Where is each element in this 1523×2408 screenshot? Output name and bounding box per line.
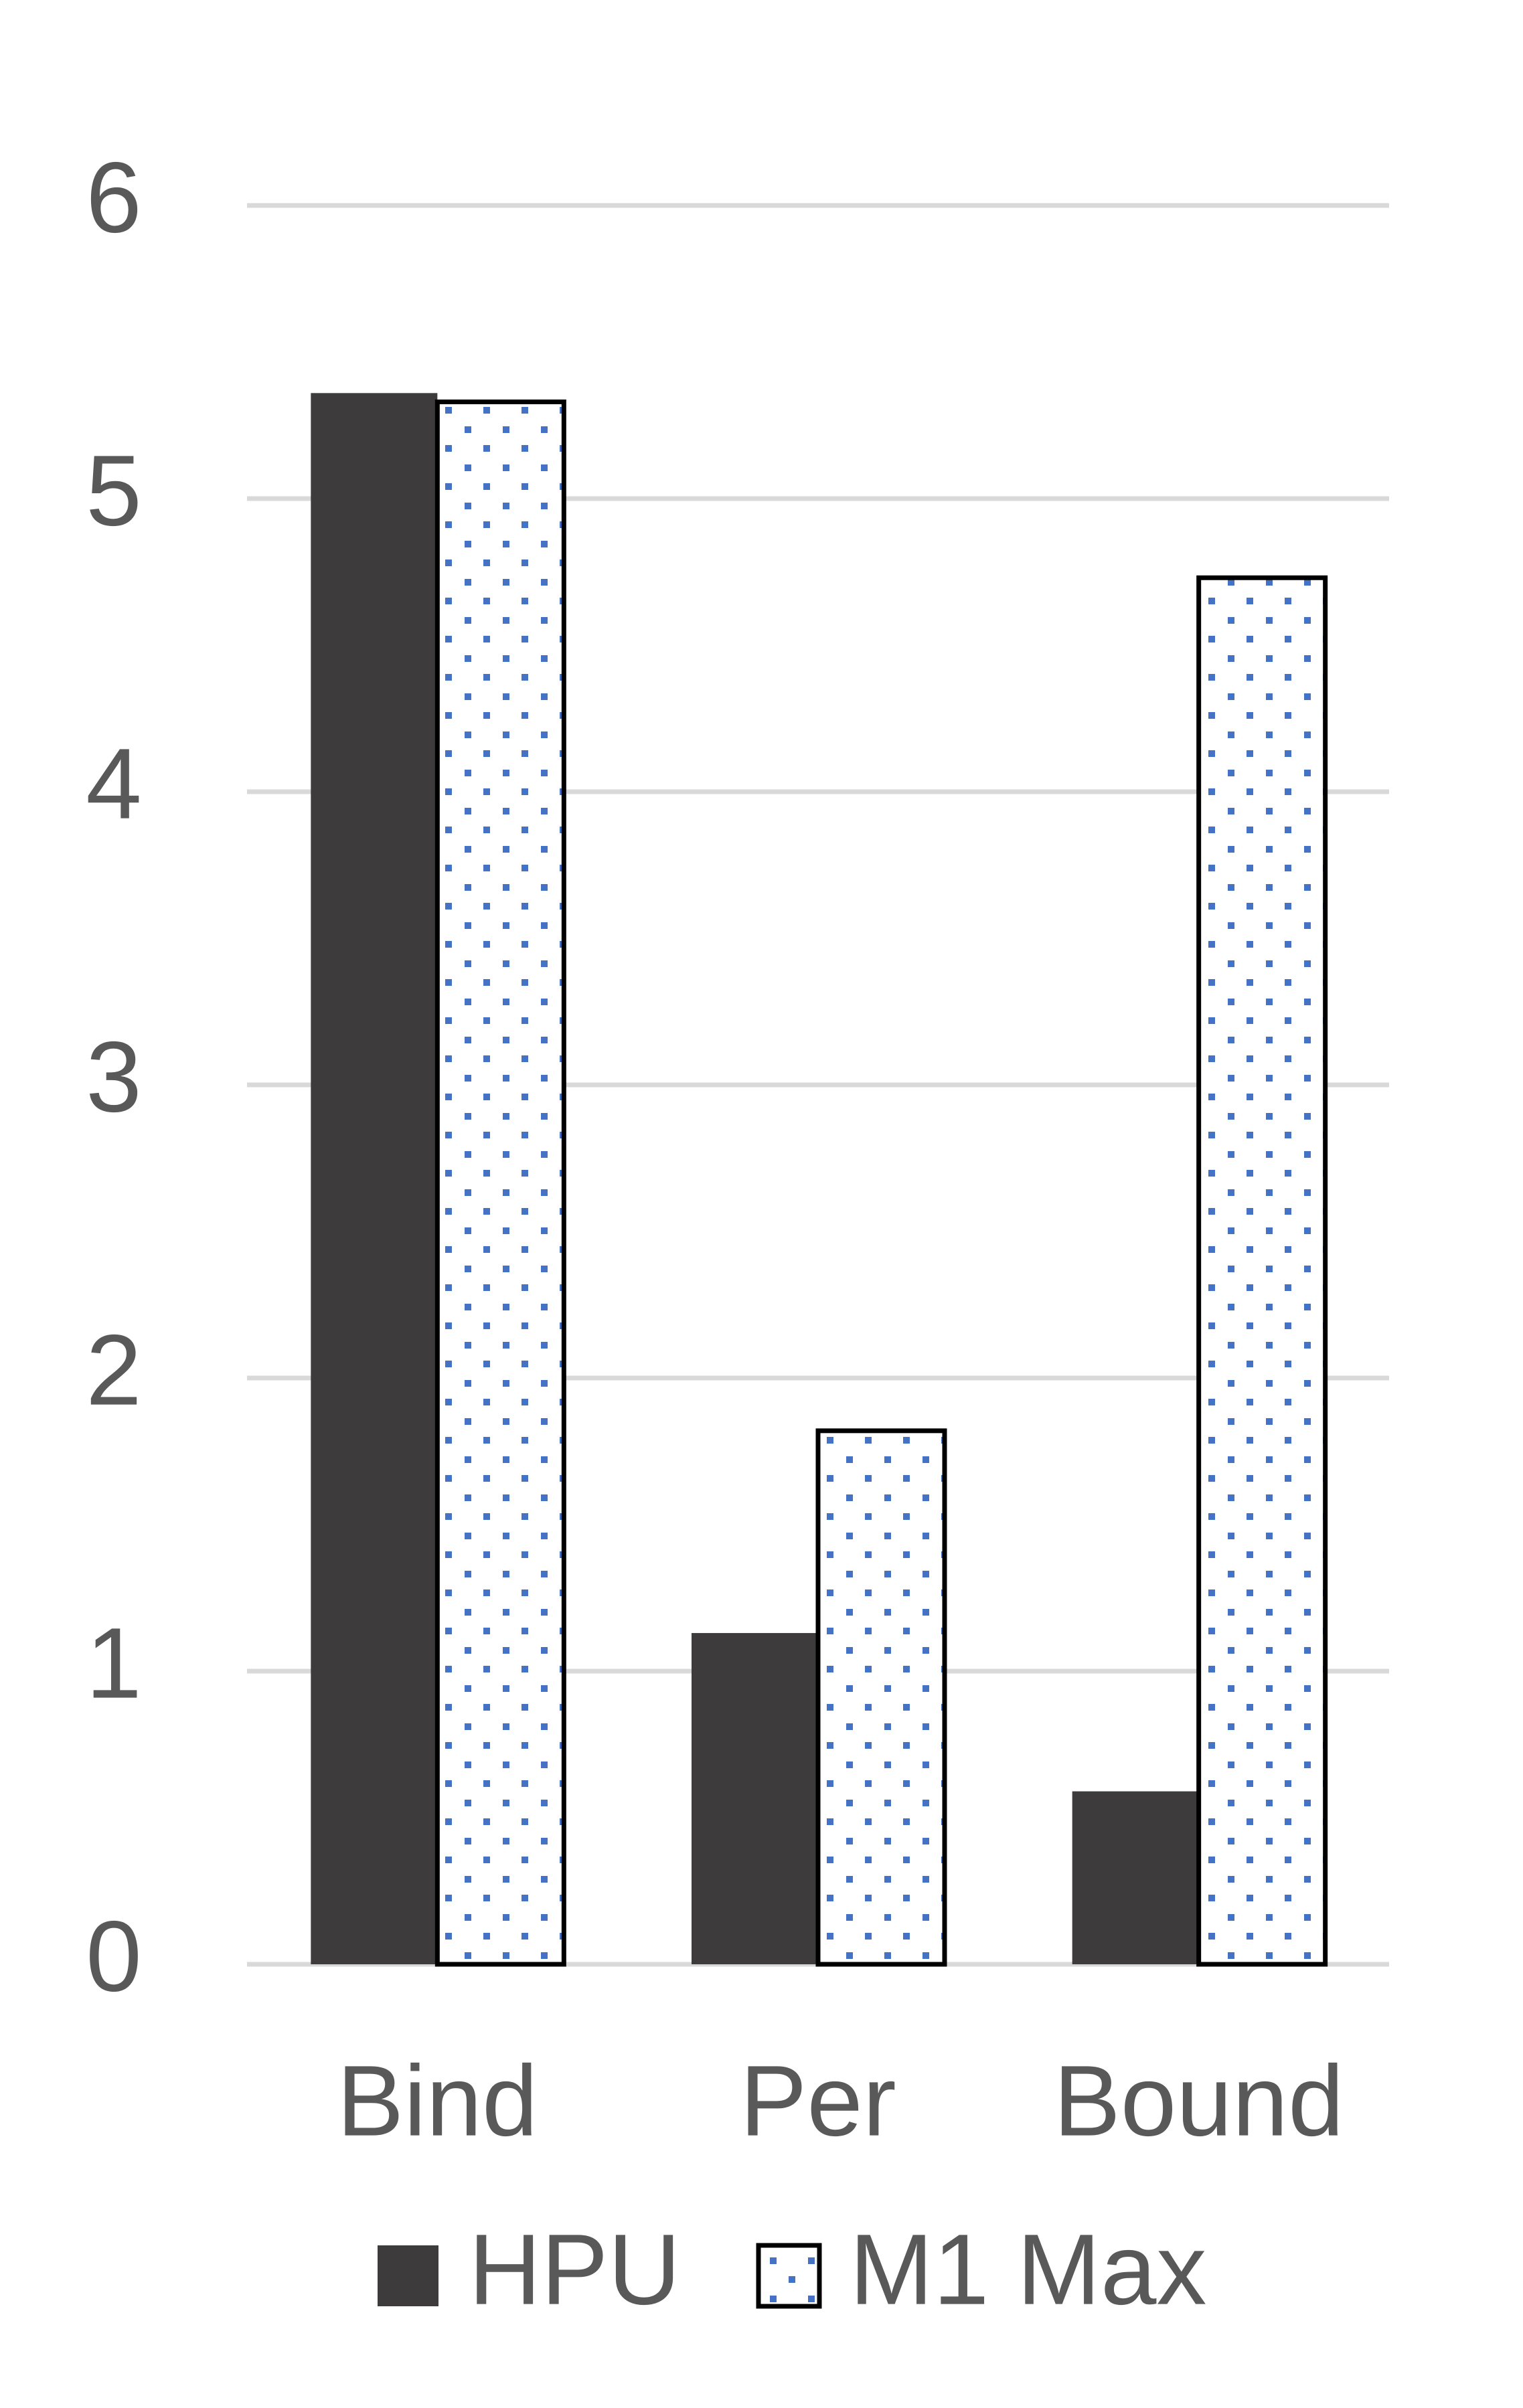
bar	[311, 393, 438, 1964]
legend-label: HPU	[469, 2213, 681, 2326]
y-tick-label: 1	[86, 1607, 141, 1719]
y-tick-label: 5	[86, 434, 141, 547]
bar	[815, 1428, 947, 1967]
x-tick-label: Bind	[337, 2045, 538, 2157]
x-tick-label: Per	[740, 2045, 896, 2157]
y-tick-label: 2	[86, 1314, 141, 1426]
y-tick-label: 4	[86, 727, 141, 840]
bar	[1072, 1791, 1199, 1964]
y-tick-label: 6	[86, 141, 141, 254]
bar	[1196, 575, 1328, 1967]
bar	[434, 399, 566, 1967]
x-tick-label: Bound	[1054, 2045, 1344, 2157]
legend-swatch	[756, 2243, 822, 2309]
y-tick-label: 3	[86, 1021, 141, 1133]
bar	[692, 1633, 818, 1964]
legend-label: M1 Max	[850, 2213, 1206, 2326]
y-tick-label: 0	[86, 1900, 141, 2012]
legend-swatch	[378, 2245, 438, 2306]
